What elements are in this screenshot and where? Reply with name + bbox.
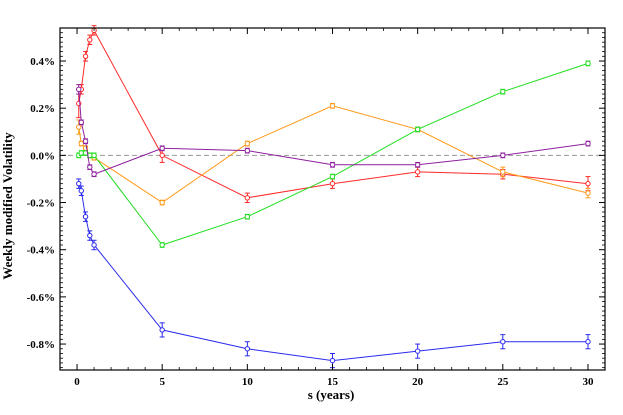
series-0-point xyxy=(159,152,165,159)
series-4-point xyxy=(76,180,82,187)
series-4-point xyxy=(329,357,336,364)
y-tick-label: 0.0% xyxy=(30,150,55,162)
x-tick-label: 15 xyxy=(327,376,339,388)
series-0-point xyxy=(244,195,251,201)
series-3-point xyxy=(78,119,84,126)
series-0-line xyxy=(78,29,589,199)
series-3-point xyxy=(159,145,165,151)
series-0-point xyxy=(414,169,421,175)
series-3-point xyxy=(82,138,89,144)
series-3-point xyxy=(87,164,93,170)
y-tick-label: 0.2% xyxy=(30,103,55,115)
series-0-point xyxy=(87,37,93,43)
series-2-point xyxy=(500,88,506,95)
series-1-point xyxy=(76,124,82,130)
series-1-point xyxy=(78,140,84,147)
series-4-point xyxy=(159,327,165,333)
series-2 xyxy=(76,60,591,248)
series-4 xyxy=(76,178,591,369)
x-axis-label: s (years) xyxy=(308,387,355,402)
series-4-point xyxy=(244,346,251,352)
series-3 xyxy=(76,84,591,178)
series-4-point xyxy=(91,242,97,248)
series-2-point xyxy=(585,60,591,67)
series-2-point xyxy=(91,152,97,159)
x-tick-label: 0 xyxy=(74,376,80,388)
y-tick-label: -0.4% xyxy=(27,245,55,257)
series-1-point xyxy=(329,103,336,109)
x-tick-label: 30 xyxy=(582,376,594,388)
series-2-point xyxy=(329,173,336,180)
y-tick-label: 0.4% xyxy=(30,56,55,68)
series-3-point xyxy=(244,147,251,154)
series-4-point xyxy=(78,188,84,194)
series-2-point xyxy=(78,150,84,156)
series-3-point xyxy=(585,140,591,147)
y-axis-label: Weekly modified Volatility xyxy=(0,132,15,280)
y-tick-label: -0.8% xyxy=(27,339,55,351)
x-tick-label: 25 xyxy=(497,376,509,388)
series-0-point xyxy=(585,180,591,187)
x-tick-label: 20 xyxy=(412,376,424,388)
x-tick-label: 5 xyxy=(159,376,165,388)
series-0-point xyxy=(82,53,89,60)
series-3-line xyxy=(78,89,589,175)
series-4-point xyxy=(585,338,591,345)
y-tick-label: -0.6% xyxy=(27,292,55,304)
series-0-point xyxy=(329,180,336,187)
series-1-point xyxy=(159,199,165,206)
series-1-point xyxy=(585,190,591,196)
series-3-point xyxy=(414,162,421,168)
series-1-point xyxy=(500,169,506,175)
series-4-point xyxy=(414,348,421,354)
plot-frame xyxy=(59,27,606,371)
series-3-point xyxy=(500,152,506,159)
series-3-point xyxy=(91,171,97,177)
series-2-point xyxy=(159,242,165,248)
series-2-point xyxy=(244,213,251,220)
series-4-line xyxy=(78,183,588,362)
x-tick-label: 10 xyxy=(242,376,254,388)
series-3-point xyxy=(329,162,336,168)
series-4-point xyxy=(87,232,93,239)
series-4-point xyxy=(500,338,506,345)
series-2-point xyxy=(414,126,421,133)
y-tick-label: -0.2% xyxy=(27,198,55,210)
series-3-point xyxy=(76,86,82,93)
series-1-point xyxy=(244,140,251,147)
series-4-point xyxy=(82,213,89,220)
